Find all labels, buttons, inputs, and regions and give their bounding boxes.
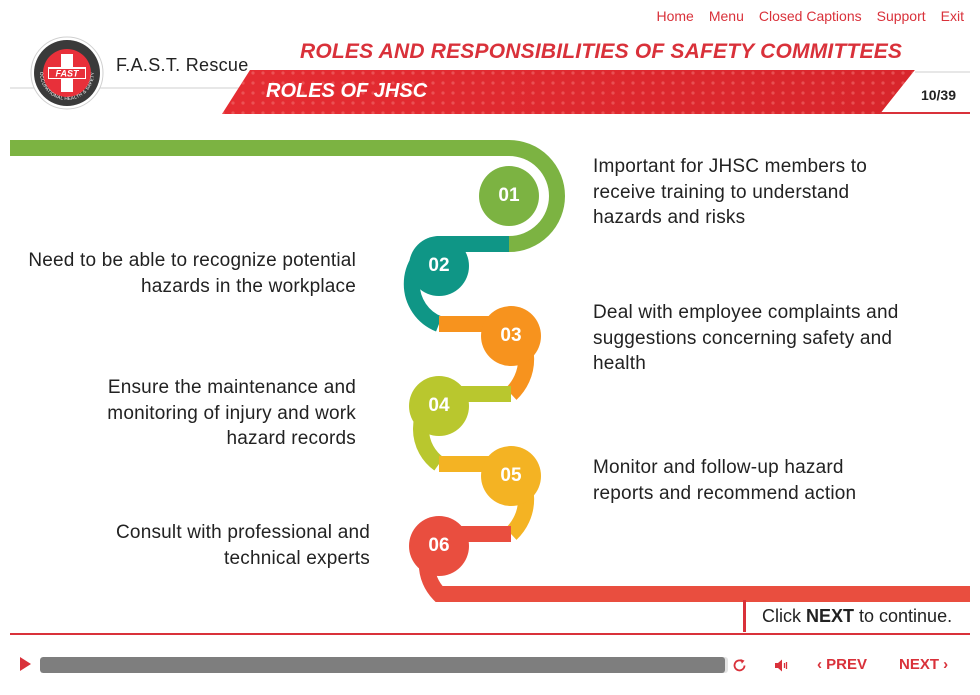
hint-action: NEXT [806, 606, 855, 626]
volume-icon[interactable] [773, 657, 791, 674]
slide-title: ROLES OF JHSC [266, 80, 428, 102]
prev-button[interactable]: ‹ PREV [817, 656, 867, 673]
path-segment-06 [418, 526, 970, 602]
hint-suffix: to continue. [854, 606, 953, 626]
logo-text: FAST [55, 69, 80, 79]
step-badge-05: 05 [481, 446, 541, 506]
step-text-02: Need to be able to recognize potential h… [28, 250, 356, 297]
step-text-03: Deal with employee complaints and sugges… [593, 302, 899, 374]
chevron-right-icon: › [939, 656, 949, 673]
step-number: 02 [428, 255, 450, 276]
step-badge-03: 03 [481, 306, 541, 366]
step-text-01: Important for JHSC members to receive tr… [593, 156, 867, 228]
step-number: 01 [498, 185, 520, 206]
progress-bar[interactable] [40, 657, 728, 673]
nav-exit-link[interactable]: Exit [940, 8, 964, 24]
step-number: 05 [500, 465, 522, 486]
step-text-06: Consult with professional and technical … [116, 522, 370, 569]
step-text-05: Monitor and follow-up hazard reports and… [593, 457, 857, 504]
replay-icon[interactable] [731, 657, 748, 674]
nav-menu-link[interactable]: Menu [708, 8, 744, 24]
footer-divider [10, 633, 970, 635]
nav-support-link[interactable]: Support [876, 8, 926, 24]
page-indicator: 10/39 [920, 87, 956, 103]
hint-prefix: Click [762, 606, 806, 626]
fast-logo-icon: FAST OCCUPATIONAL HEALTH & SAFETY [30, 36, 104, 110]
chevron-left-icon: ‹ [817, 656, 827, 673]
play-icon[interactable] [20, 657, 31, 671]
step-badge-01: 01 [479, 166, 539, 226]
continue-hint: Click NEXT to continue. [743, 600, 970, 632]
nav-home-link[interactable]: Home [656, 8, 694, 24]
step-badge-06: 06 [409, 516, 469, 576]
path-segment-01 [10, 140, 565, 252]
step-number: 06 [428, 535, 450, 556]
step-badge-04: 04 [409, 376, 469, 436]
brand-name: F.A.S.T. Rescue [116, 55, 249, 75]
next-label: NEXT [899, 656, 940, 673]
prev-label: PREV [826, 656, 868, 673]
next-button[interactable]: NEXT › [899, 656, 948, 673]
step-number: 03 [500, 325, 522, 346]
course-title: ROLES AND RESPONSIBILITIES OF SAFETY COM… [300, 40, 903, 63]
step-text-04: Ensure the maintenance and monitoring of… [107, 377, 356, 449]
step-badge-02: 02 [409, 236, 469, 296]
progress-fill [40, 657, 725, 673]
step-number: 04 [428, 395, 450, 416]
top-nav: Home Menu Closed Captions Support Exit [656, 8, 964, 24]
header-band [10, 70, 970, 114]
nav-closed-captions-link[interactable]: Closed Captions [758, 8, 862, 24]
